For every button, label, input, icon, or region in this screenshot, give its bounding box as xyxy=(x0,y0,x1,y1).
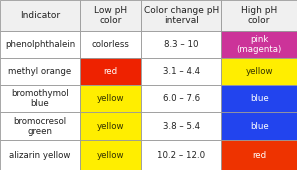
Text: blue: blue xyxy=(250,122,268,131)
Text: red: red xyxy=(252,151,266,160)
Bar xyxy=(0,85,80,112)
Bar xyxy=(80,112,141,140)
Bar xyxy=(221,31,297,58)
Bar xyxy=(0,0,80,31)
Bar xyxy=(0,112,80,140)
Bar xyxy=(80,0,141,31)
Bar xyxy=(141,58,221,85)
Text: yellow: yellow xyxy=(97,94,124,103)
Text: blue: blue xyxy=(250,94,268,103)
Text: 8.3 – 10: 8.3 – 10 xyxy=(164,40,198,49)
Bar xyxy=(141,85,221,112)
Bar xyxy=(80,58,141,85)
Text: methyl orange: methyl orange xyxy=(9,67,72,76)
Text: 10.2 – 12.0: 10.2 – 12.0 xyxy=(157,151,205,160)
Text: bromothymol
blue: bromothymol blue xyxy=(11,89,69,108)
Bar xyxy=(0,140,80,170)
Text: alizarin yellow: alizarin yellow xyxy=(10,151,71,160)
Bar xyxy=(141,140,221,170)
Text: yellow: yellow xyxy=(245,67,273,76)
Text: bromocresol
green: bromocresol green xyxy=(14,116,67,136)
Bar xyxy=(80,140,141,170)
Bar xyxy=(221,140,297,170)
Bar xyxy=(221,112,297,140)
Text: yellow: yellow xyxy=(97,151,124,160)
Text: Indicator: Indicator xyxy=(20,11,60,20)
Bar xyxy=(221,58,297,85)
Bar xyxy=(80,85,141,112)
Bar xyxy=(0,58,80,85)
Bar xyxy=(80,31,141,58)
Text: High pH
color: High pH color xyxy=(241,6,277,25)
Text: 3.8 – 5.4: 3.8 – 5.4 xyxy=(163,122,200,131)
Bar xyxy=(221,85,297,112)
Bar xyxy=(141,112,221,140)
Text: pink
(magenta): pink (magenta) xyxy=(236,35,282,54)
Text: Color change pH
interval: Color change pH interval xyxy=(143,6,219,25)
Text: yellow: yellow xyxy=(97,122,124,131)
Bar xyxy=(141,0,221,31)
Text: red: red xyxy=(104,67,118,76)
Bar xyxy=(221,0,297,31)
Text: 3.1 – 4.4: 3.1 – 4.4 xyxy=(163,67,200,76)
Text: colorless: colorless xyxy=(92,40,129,49)
Text: phenolphthalein: phenolphthalein xyxy=(5,40,75,49)
Bar xyxy=(0,31,80,58)
Text: 6.0 – 7.6: 6.0 – 7.6 xyxy=(163,94,200,103)
Text: Low pH
color: Low pH color xyxy=(94,6,127,25)
Bar xyxy=(141,31,221,58)
